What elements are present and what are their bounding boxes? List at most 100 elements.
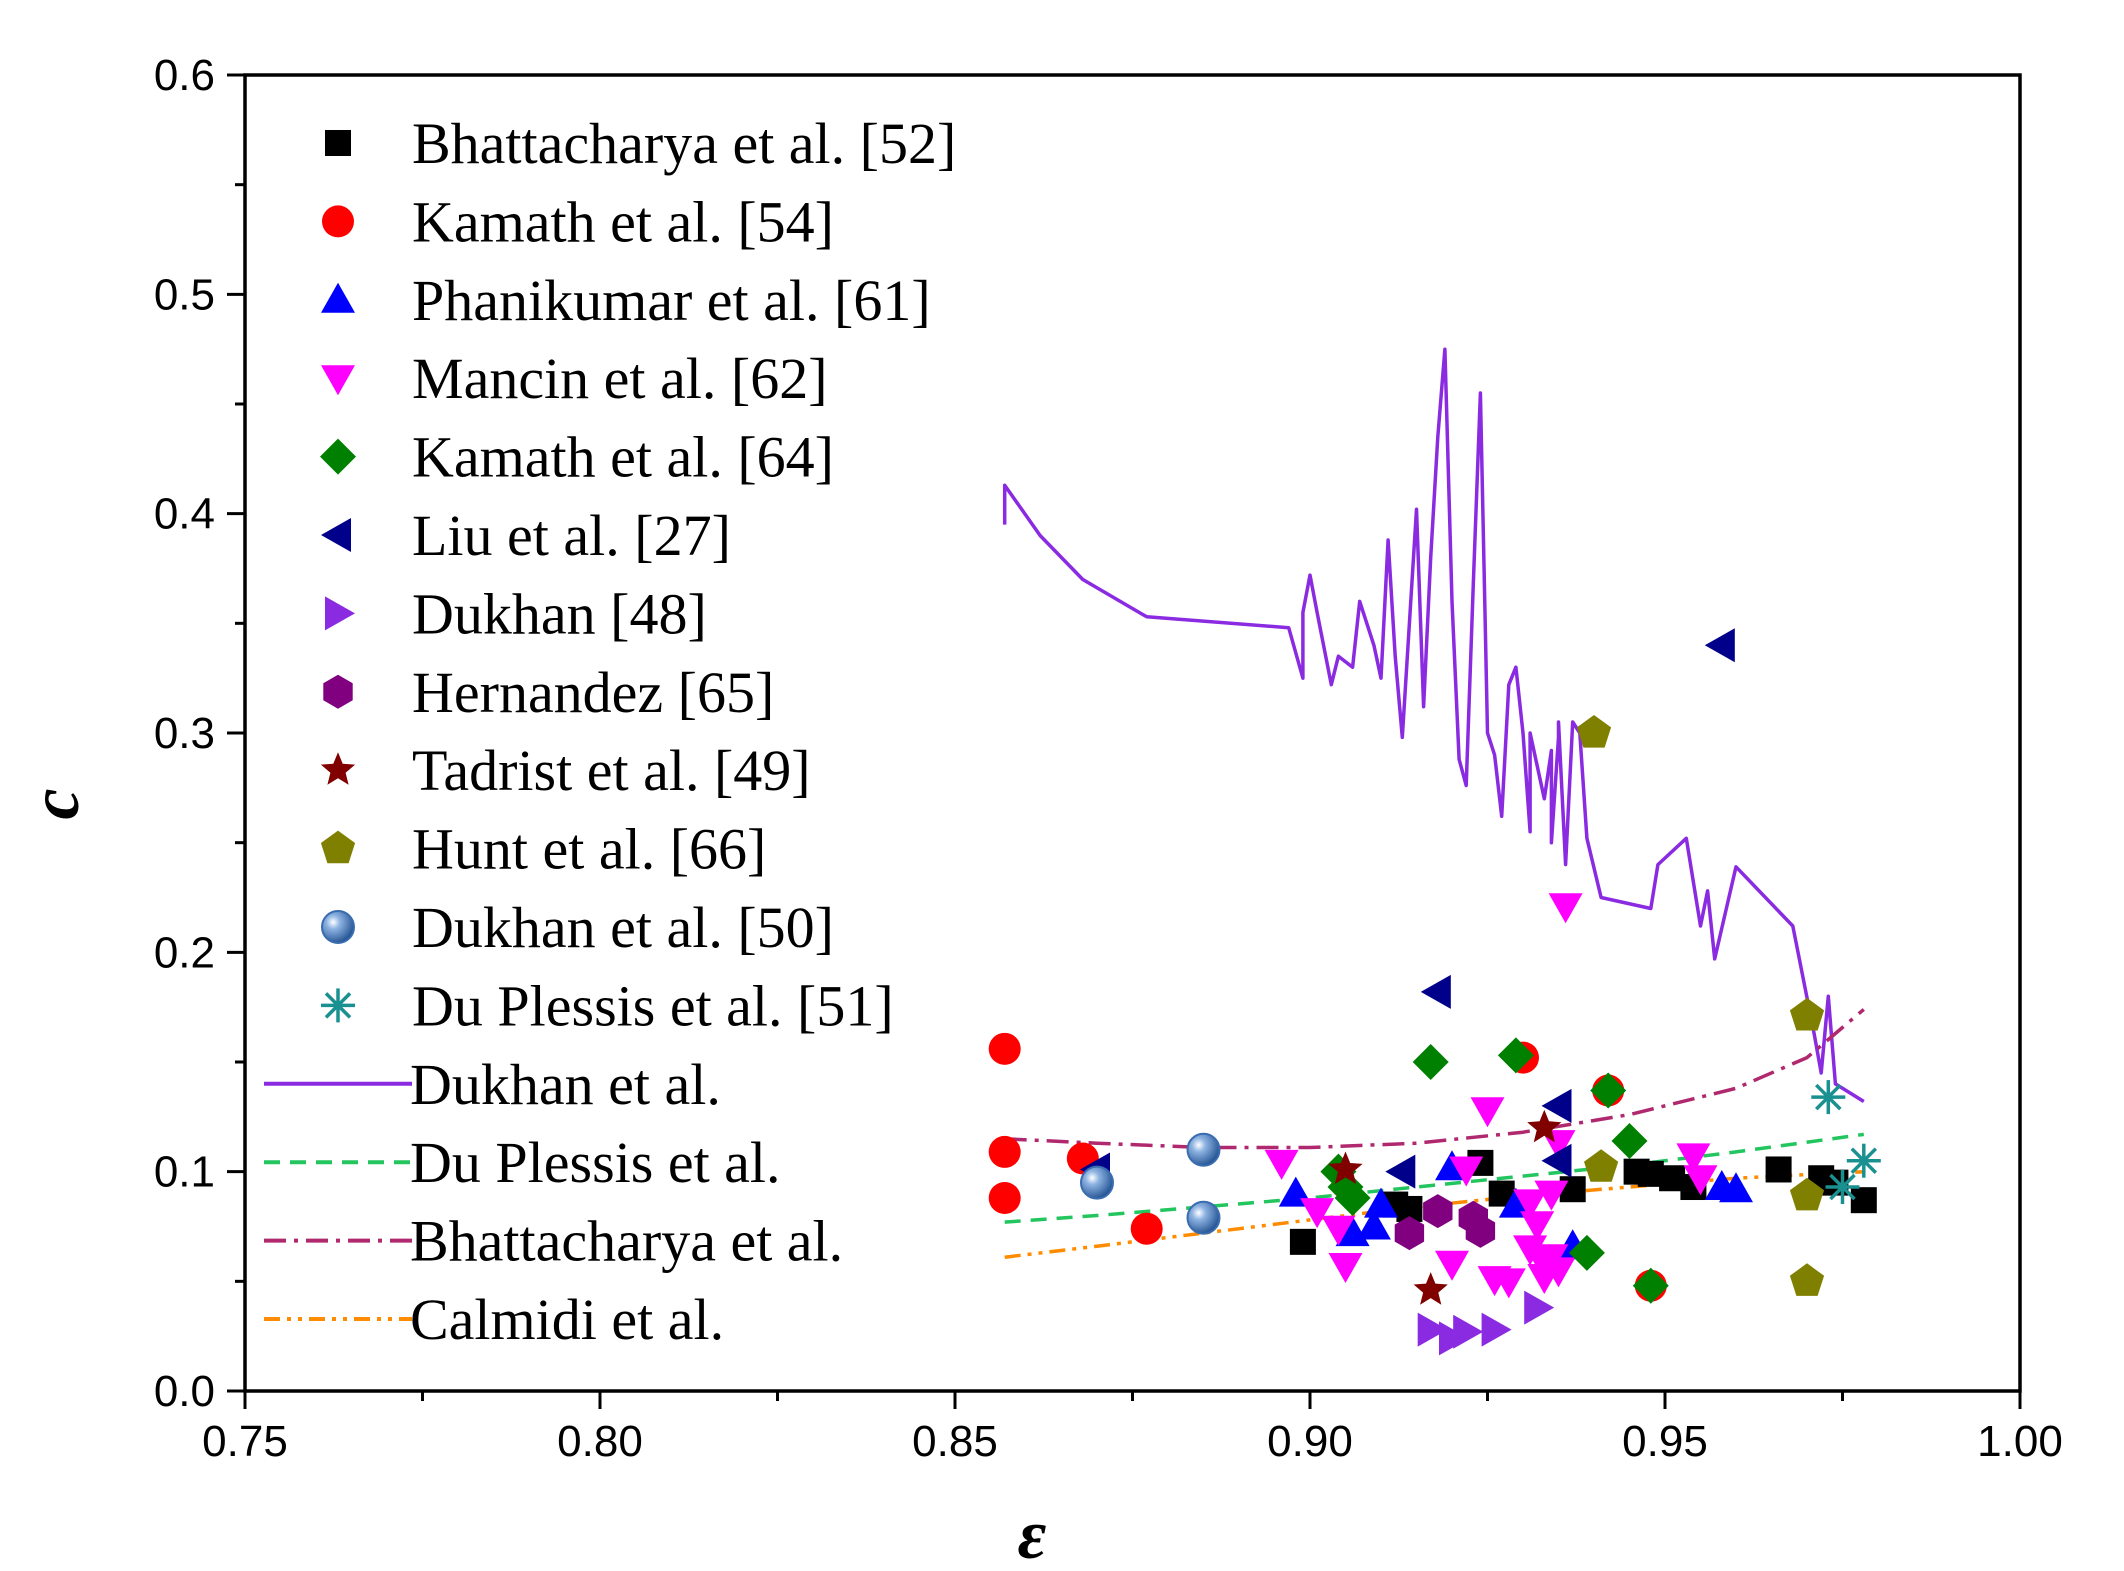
legend-label: Du Plessis et al. [51]	[412, 973, 894, 1038]
data-point	[1704, 628, 1735, 663]
legend-marker	[321, 910, 355, 944]
data-point	[1632, 1267, 1669, 1304]
y-tick-label: 0.1	[154, 1148, 215, 1197]
series-tadrist-et-al-49	[1328, 1109, 1562, 1305]
data-point	[1481, 1312, 1512, 1347]
data-point	[1683, 1165, 1718, 1196]
legend-marker	[322, 205, 354, 238]
data-point	[1541, 1143, 1572, 1178]
data-point	[1435, 1250, 1469, 1281]
data-point	[1825, 1170, 1860, 1205]
legend-label: Kamath et al. [54]	[412, 189, 834, 254]
data-point	[1300, 1198, 1335, 1229]
data-point	[1412, 1044, 1449, 1080]
axis-ticks: 0.75 0.80 0.85 0.90 0.95 1.00 0.0 0.1 0.2 0.3 0.4 0…	[154, 51, 2063, 1466]
legend-item-tadrist-et-al-49: Tadrist et al. [49]	[320, 738, 811, 803]
data-point	[1364, 1187, 1398, 1218]
series-dukhan-48	[1417, 1290, 1555, 1356]
data-point	[1789, 1177, 1825, 1211]
legend-item-line-bhattacharya-et-al: Bhattacharya et al.	[264, 1209, 843, 1274]
data-point	[1548, 893, 1583, 924]
data-point	[1676, 1143, 1711, 1174]
data-point	[1513, 1189, 1548, 1220]
data-point	[1534, 1180, 1569, 1211]
legend-marker	[320, 438, 356, 475]
data-point	[1491, 1268, 1526, 1299]
data-point	[1413, 1272, 1448, 1305]
legend-item-line-dukhan-et-al: Dukhan et al.	[264, 1052, 721, 1117]
x-tick-label: 1.00	[1977, 1417, 2063, 1466]
data-point	[1576, 715, 1612, 748]
legend-marker	[323, 674, 353, 709]
legend-label: Dukhan et al. [50]	[412, 895, 834, 960]
legend-label: Hunt et al. [66]	[412, 817, 766, 882]
x-tick-label: 0.90	[1267, 1417, 1353, 1466]
data-point	[1498, 1187, 1533, 1218]
legend-label: Mancin et al. [62]	[412, 346, 828, 411]
legend-item-line-du-plessis-et-al: Du Plessis et al.	[264, 1130, 781, 1195]
legend-item-phanikumar-et-al-61: Phanikumar et al. [61]	[321, 268, 931, 333]
x-tick-label: 0.80	[557, 1417, 643, 1466]
data-point	[1789, 997, 1825, 1031]
y-axis-title: c	[17, 788, 94, 819]
data-point	[1385, 1154, 1416, 1189]
legend-label: Du Plessis et al.	[410, 1130, 781, 1195]
data-point	[1497, 1037, 1534, 1074]
data-point	[1541, 1088, 1572, 1123]
data-point	[1328, 1151, 1363, 1184]
legend-item-kamath-et-al-64: Kamath et al. [64]	[320, 425, 834, 490]
legend-marker	[321, 365, 355, 396]
legend-marker	[320, 752, 356, 785]
data-point	[1328, 1252, 1363, 1283]
data-point	[1765, 1156, 1792, 1183]
y-tick-label: 0.6	[154, 51, 215, 100]
legend-item-hernandez-65: Hernandez [65]	[323, 660, 774, 725]
data-point	[1846, 1143, 1881, 1178]
x-axis-title: ε	[1018, 1497, 1047, 1571]
series-hernandez-65	[1394, 1194, 1496, 1251]
legend-marker	[325, 130, 351, 156]
legend-marker	[325, 596, 355, 631]
data-point	[1584, 1149, 1619, 1182]
data-point	[1590, 1072, 1627, 1109]
data-point	[1080, 1165, 1114, 1200]
data-point	[1186, 1132, 1221, 1167]
data-point	[988, 1032, 1021, 1065]
y-tick-label: 0.4	[154, 490, 215, 539]
legend-marker	[321, 282, 355, 313]
series-hunt-et-al-66	[1576, 715, 1825, 1296]
legend-item-hunt-et-al-66: Hunt et al. [66]	[320, 817, 766, 882]
data-point	[1559, 1176, 1586, 1203]
data-point	[1417, 1312, 1448, 1347]
data-point	[1465, 1213, 1496, 1248]
data-point	[988, 1181, 1021, 1214]
legend-item-dukhan-et-al-50: Dukhan et al. [50]	[321, 895, 834, 960]
data-point	[988, 1135, 1021, 1168]
y-tick-label: 0.5	[154, 270, 215, 319]
data-point	[1130, 1212, 1163, 1245]
legend-item-dukhan-48: Dukhan [48]	[325, 581, 707, 646]
legend-item-liu-et-al-27: Liu et al. [27]	[321, 503, 731, 568]
line-dukhan-et-al	[1002, 347, 1865, 1103]
data-point	[1568, 1234, 1605, 1271]
series-dukhan-et-al-50	[1080, 1132, 1221, 1235]
legend-marker	[321, 518, 351, 552]
data-point	[1811, 1080, 1846, 1115]
data-point	[1520, 1211, 1555, 1242]
data-point	[1524, 1290, 1555, 1325]
data-point	[1611, 1122, 1648, 1159]
data-point	[1289, 1228, 1316, 1255]
legend-label: Dukhan [48]	[412, 581, 707, 646]
data-point	[1470, 1097, 1505, 1128]
series-du-plessis-et-al-51	[1811, 1080, 1881, 1205]
line-bhattacharya-et-al	[1004, 1008, 1865, 1150]
legend-label: Tadrist et al. [49]	[412, 738, 811, 803]
y-tick-label: 0.0	[154, 1367, 215, 1416]
legend-label: Bhattacharya et al. [52]	[412, 111, 956, 176]
data-point	[1449, 1156, 1484, 1187]
legend-item-mancin-et-al-62: Mancin et al. [62]	[321, 346, 828, 411]
legend-label: Calmidi et al.	[410, 1287, 724, 1352]
y-tick-label: 0.3	[154, 709, 215, 758]
data-point	[1394, 1216, 1425, 1251]
